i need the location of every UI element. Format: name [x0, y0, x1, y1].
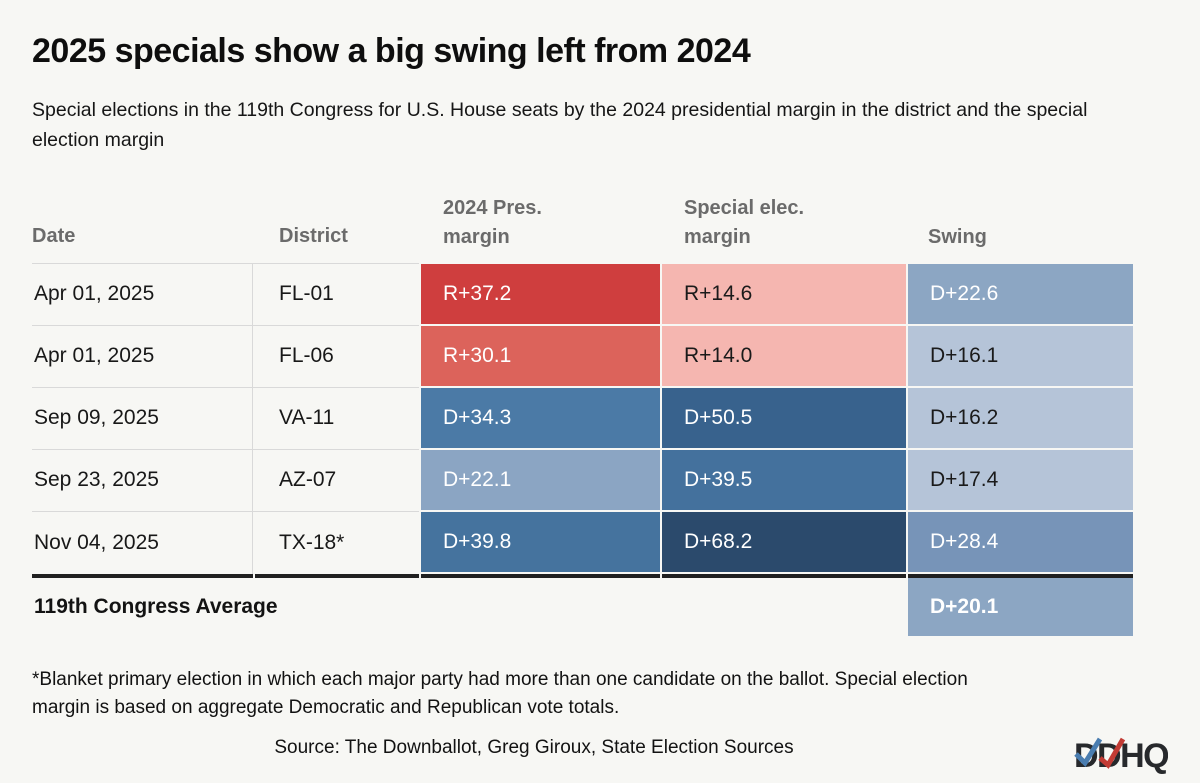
special-margin-cell: D+68.2 [662, 511, 906, 572]
table-row: Sep 23, 2025 AZ-07 D+22.1 D+39.5 D+17.4 [32, 449, 1168, 512]
table-row: Apr 01, 2025 FL-06 R+30.1 R+14.0 D+16.1 [32, 325, 1168, 388]
pres-margin-cell: D+34.3 [421, 387, 660, 448]
special-margin-cell: R+14.0 [662, 325, 906, 386]
footnote: *Blanket primary election in which each … [32, 668, 968, 719]
source-row: Source: The Downballot, Greg Giroux, Sta… [32, 729, 1168, 783]
specials-table: Date District 2024 Pres. margin Special … [32, 188, 1168, 636]
district-cell: VA-11 [253, 388, 419, 450]
table-row: Nov 04, 2025 TX-18* D+39.8 D+68.2 D+28.4 [32, 511, 1168, 574]
date-cell: Nov 04, 2025 [32, 511, 253, 574]
average-row: 119th Congress Average D+20.1 [32, 577, 1168, 636]
district-cell: TX-18* [279, 530, 345, 554]
col-header-special-margin: Special elec. margin [684, 196, 805, 248]
source-credit: Source: The Downballot, Greg Giroux, Sta… [274, 736, 794, 758]
page-subtitle: Special elections in the 119th Congress … [32, 99, 1088, 152]
col-header-pres-margin: 2024 Pres. margin [443, 196, 542, 248]
col-header-swing: Swing [928, 225, 987, 248]
swing-cell: D+22.6 [908, 263, 1133, 324]
special-margin-cell: R+14.6 [662, 263, 906, 324]
swing-cell: D+16.2 [908, 387, 1133, 448]
page-title: 2025 specials show a big swing left from… [32, 32, 751, 70]
col-header-date: Date [32, 188, 253, 264]
table-header-row: Date District 2024 Pres. margin Special … [32, 188, 1168, 264]
swing-cell: D+28.4 [908, 511, 1133, 572]
swing-cell: D+16.1 [908, 325, 1133, 386]
swing-cell: D+17.4 [908, 449, 1133, 510]
district-cell: AZ-07 [253, 450, 419, 512]
average-label: 119th Congress Average [34, 594, 278, 618]
logo-red-check-icon [1098, 737, 1126, 769]
pres-margin-cell: D+22.1 [421, 449, 660, 510]
logo-blue-check-icon [1074, 737, 1103, 767]
district-cell: FL-06 [253, 326, 419, 388]
average-swing-cell: D+20.1 [908, 577, 1133, 636]
pres-margin-cell: D+39.8 [421, 511, 660, 572]
table-body: Apr 01, 2025 FL-01 R+37.2 R+14.6 D+22.6 … [32, 263, 1168, 574]
special-margin-cell: D+39.5 [662, 449, 906, 510]
average-divider-line [32, 573, 1168, 578]
col-header-district: District [253, 188, 419, 264]
ddhq-logo: DDHQ [1074, 737, 1168, 775]
date-cell: Sep 09, 2025 [32, 387, 253, 450]
date-cell: Sep 23, 2025 [32, 449, 253, 512]
pres-margin-cell: R+30.1 [421, 325, 660, 386]
table-row: Apr 01, 2025 FL-01 R+37.2 R+14.6 D+22.6 [32, 263, 1168, 326]
special-margin-cell: D+50.5 [662, 387, 906, 448]
table-row: Sep 09, 2025 VA-11 D+34.3 D+50.5 D+16.2 [32, 387, 1168, 450]
pres-margin-cell: R+37.2 [421, 263, 660, 324]
date-cell: Apr 01, 2025 [32, 325, 253, 388]
district-cell: FL-01 [253, 264, 419, 326]
date-cell: Apr 01, 2025 [32, 263, 253, 326]
